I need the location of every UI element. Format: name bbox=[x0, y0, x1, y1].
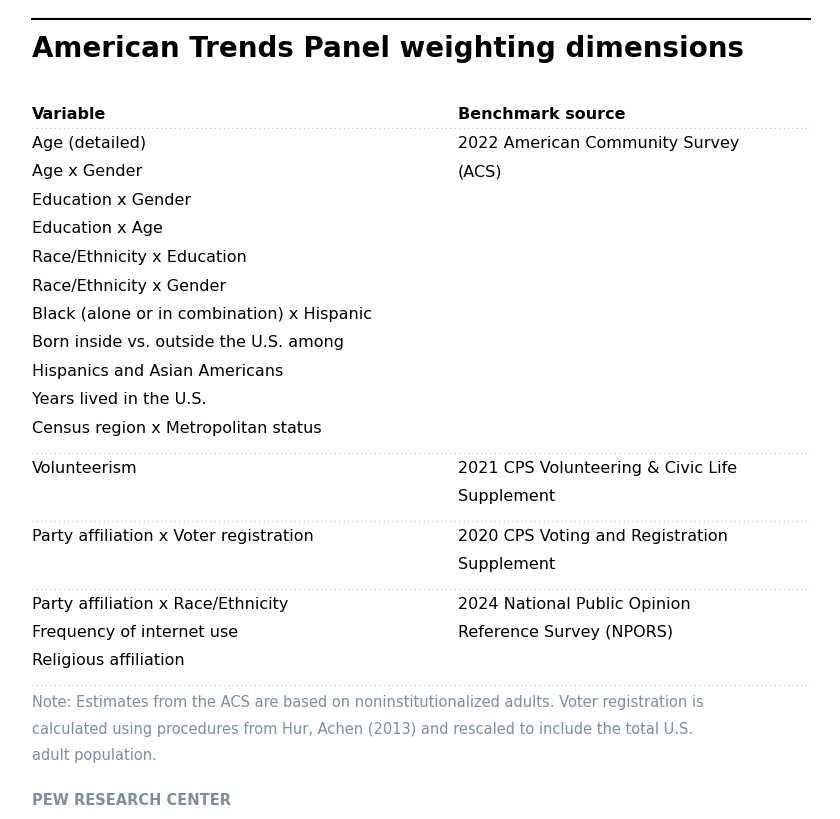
Text: American Trends Panel weighting dimensions: American Trends Panel weighting dimensio… bbox=[32, 35, 744, 63]
Text: Black (alone or in combination) x Hispanic: Black (alone or in combination) x Hispan… bbox=[32, 306, 372, 322]
Text: Age (detailed): Age (detailed) bbox=[32, 136, 146, 151]
Text: 2022 American Community Survey: 2022 American Community Survey bbox=[458, 136, 739, 151]
Text: Education x Gender: Education x Gender bbox=[32, 192, 192, 208]
Text: (ACS): (ACS) bbox=[458, 165, 502, 179]
Text: Religious affiliation: Religious affiliation bbox=[32, 653, 185, 667]
Text: Age x Gender: Age x Gender bbox=[32, 165, 142, 179]
Text: Hispanics and Asian Americans: Hispanics and Asian Americans bbox=[32, 364, 283, 378]
Text: 2020 CPS Voting and Registration: 2020 CPS Voting and Registration bbox=[458, 528, 727, 543]
Text: Party affiliation x Race/Ethnicity: Party affiliation x Race/Ethnicity bbox=[32, 595, 288, 611]
Text: adult population.: adult population. bbox=[32, 747, 157, 762]
Text: Race/Ethnicity x Education: Race/Ethnicity x Education bbox=[32, 250, 247, 265]
Text: calculated using procedures from Hur, Achen (2013) and rescaled to include the t: calculated using procedures from Hur, Ac… bbox=[32, 721, 693, 735]
Text: 2024 National Public Opinion: 2024 National Public Opinion bbox=[458, 595, 690, 611]
Text: Frequency of internet use: Frequency of internet use bbox=[32, 624, 238, 639]
Text: Supplement: Supplement bbox=[458, 488, 555, 504]
Text: Benchmark source: Benchmark source bbox=[458, 106, 625, 122]
Text: Party affiliation x Voter registration: Party affiliation x Voter registration bbox=[32, 528, 314, 543]
Text: Note: Estimates from the ACS are based on noninstitutionalized adults. Voter reg: Note: Estimates from the ACS are based o… bbox=[32, 695, 704, 709]
Text: PEW RESEARCH CENTER: PEW RESEARCH CENTER bbox=[32, 791, 231, 807]
Text: Reference Survey (NPORS): Reference Survey (NPORS) bbox=[458, 624, 673, 639]
Text: Supplement: Supplement bbox=[458, 556, 555, 572]
Text: Variable: Variable bbox=[32, 106, 107, 122]
Text: Education x Age: Education x Age bbox=[32, 221, 163, 236]
Text: 2021 CPS Volunteering & Civic Life: 2021 CPS Volunteering & Civic Life bbox=[458, 460, 737, 475]
Text: Volunteerism: Volunteerism bbox=[32, 460, 138, 475]
Text: Race/Ethnicity x Gender: Race/Ethnicity x Gender bbox=[32, 278, 226, 293]
Text: Years lived in the U.S.: Years lived in the U.S. bbox=[32, 392, 207, 407]
Text: Born inside vs. outside the U.S. among: Born inside vs. outside the U.S. among bbox=[32, 335, 344, 350]
Text: Census region x Metropolitan status: Census region x Metropolitan status bbox=[32, 420, 322, 436]
